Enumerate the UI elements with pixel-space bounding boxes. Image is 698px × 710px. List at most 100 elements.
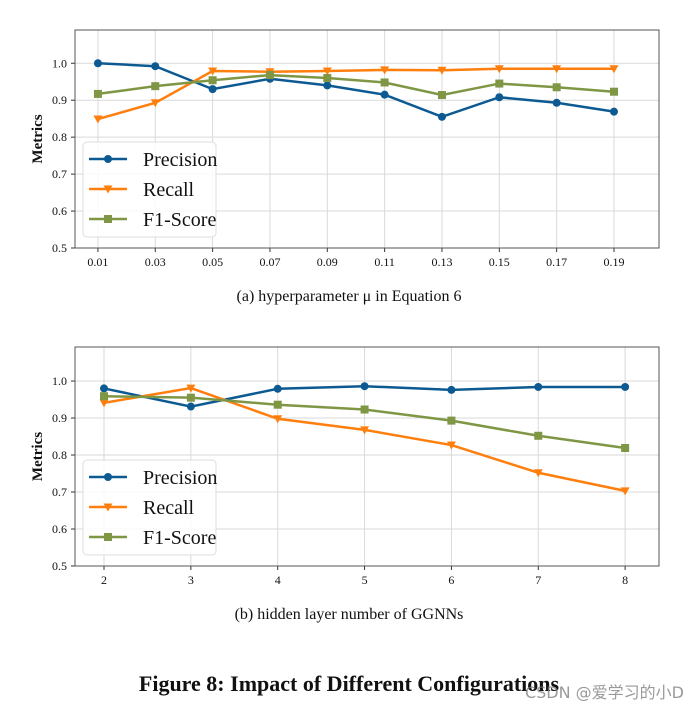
data-point-precision — [437, 112, 446, 121]
data-point-precision — [447, 385, 456, 394]
data-point-f1-score — [552, 83, 561, 92]
axes-frame — [74, 29, 660, 249]
data-point-precision — [495, 93, 504, 102]
data-point-precision — [360, 382, 369, 391]
y-tick-label: 0.8 — [52, 130, 67, 144]
data-point-recall — [552, 65, 562, 74]
y-tick-label: 0.5 — [52, 559, 67, 573]
legend-box — [82, 459, 217, 556]
series-line-f1-score — [97, 73, 615, 97]
data-point-recall — [186, 384, 196, 393]
y-axis-label: Metrics — [30, 432, 46, 481]
y-tick-label: 1.0 — [52, 374, 67, 388]
data-point-recall — [150, 99, 160, 108]
legend: Precision Recall F1-Score — [82, 141, 217, 238]
watermark: CSDN @爱学习的小D — [524, 683, 684, 702]
data-point-recall — [620, 487, 630, 496]
x-tick-label: 7 — [535, 573, 541, 587]
y-tick-label: 1.0 — [52, 56, 67, 70]
data-point-f1-score — [621, 443, 630, 452]
data-point-f1-score — [360, 405, 369, 414]
data-point-precision — [273, 384, 282, 393]
figure-title: Figure 8: Impact of Different Configurat… — [138, 671, 560, 696]
legend-marker — [104, 215, 112, 223]
data-point-precision — [151, 62, 160, 71]
legend-box — [82, 141, 217, 238]
y-tick-label: 0.6 — [52, 522, 67, 536]
legend-label: Recall — [143, 497, 195, 519]
data-point-recall — [609, 65, 619, 74]
y-tick-label: 0.9 — [52, 93, 67, 107]
data-point-precision — [208, 85, 217, 94]
data-point-f1-score — [151, 82, 160, 91]
legend-label: F1-Score — [143, 209, 216, 231]
data-point-precision — [93, 59, 102, 68]
y-tick-label: 0.7 — [52, 167, 67, 181]
caption-a: (a) hyperparameter μ in Equation 6 — [236, 288, 462, 305]
data-point-recall — [494, 65, 504, 74]
chart-0: 0.01 0.03 0.05 0.07 0.09 0.11 0.13 0.15 0.17 0.19… — [30, 29, 660, 269]
data-point-f1-score — [447, 416, 456, 425]
data-point-f1-score — [265, 71, 274, 80]
x-tick-label: 0.13 — [431, 255, 452, 269]
x-tick-label: 3 — [188, 573, 194, 587]
legend-label: Precision — [143, 467, 217, 489]
data-point-recall — [437, 66, 447, 75]
data-point-f1-score — [495, 79, 504, 88]
data-point-precision — [609, 107, 618, 116]
data-point-recall — [99, 399, 109, 408]
data-point-recall — [93, 115, 103, 124]
data-point-f1-score — [208, 76, 217, 85]
data-point-recall — [208, 67, 218, 76]
x-tick-label: 2 — [101, 573, 107, 587]
x-tick-label: 0.07 — [259, 255, 280, 269]
legend-label: Precision — [143, 149, 217, 171]
x-tick-label: 4 — [275, 573, 281, 587]
data-point-f1-score — [186, 393, 195, 402]
data-point-recall — [380, 66, 390, 75]
data-point-precision — [380, 90, 389, 99]
data-point-recall — [273, 415, 283, 424]
data-point-recall — [322, 67, 332, 76]
data-point-recall — [446, 441, 456, 450]
x-tick-label: 8 — [622, 573, 628, 587]
legend-marker — [104, 533, 112, 541]
legend-label: F1-Score — [143, 527, 216, 549]
x-tick-label: 0.09 — [317, 255, 338, 269]
data-point-f1-score — [273, 400, 282, 409]
data-point-f1-score — [437, 91, 446, 100]
data-point-f1-score — [609, 87, 618, 96]
data-point-precision — [100, 384, 109, 393]
x-tick-label: 6 — [448, 573, 454, 587]
legend: Precision Recall F1-Score — [82, 459, 217, 556]
data-point-precision — [552, 98, 561, 107]
legend-label: Recall — [143, 179, 195, 201]
x-tick-label: 0.05 — [202, 255, 223, 269]
data-point-f1-score — [380, 78, 389, 87]
legend-marker — [104, 473, 112, 481]
series-line-precision — [97, 62, 615, 119]
data-point-precision — [621, 382, 630, 391]
legend-marker — [103, 185, 113, 194]
data-point-f1-score — [100, 392, 109, 401]
data-point-f1-score — [323, 74, 332, 83]
caption-b: (b) hidden layer number of GGNNs — [234, 606, 464, 623]
x-tick-label: 0.19 — [603, 255, 624, 269]
data-point-recall — [360, 426, 370, 435]
data-point-precision — [186, 402, 195, 411]
y-tick-label: 0.7 — [52, 485, 67, 499]
y-tick-label: 0.9 — [52, 411, 67, 425]
data-point-precision — [323, 81, 332, 90]
y-tick-label: 0.8 — [52, 448, 67, 462]
x-tick-label: 0.15 — [489, 255, 510, 269]
axes-frame — [74, 346, 660, 567]
legend-marker — [103, 503, 113, 512]
x-tick-label: 0.17 — [546, 255, 567, 269]
data-point-recall — [533, 469, 543, 478]
x-tick-label: 0.03 — [145, 255, 166, 269]
y-tick-label: 0.6 — [52, 204, 67, 218]
x-tick-label: 5 — [362, 573, 368, 587]
data-point-f1-score — [534, 431, 543, 440]
y-tick-label: 0.5 — [52, 241, 67, 255]
